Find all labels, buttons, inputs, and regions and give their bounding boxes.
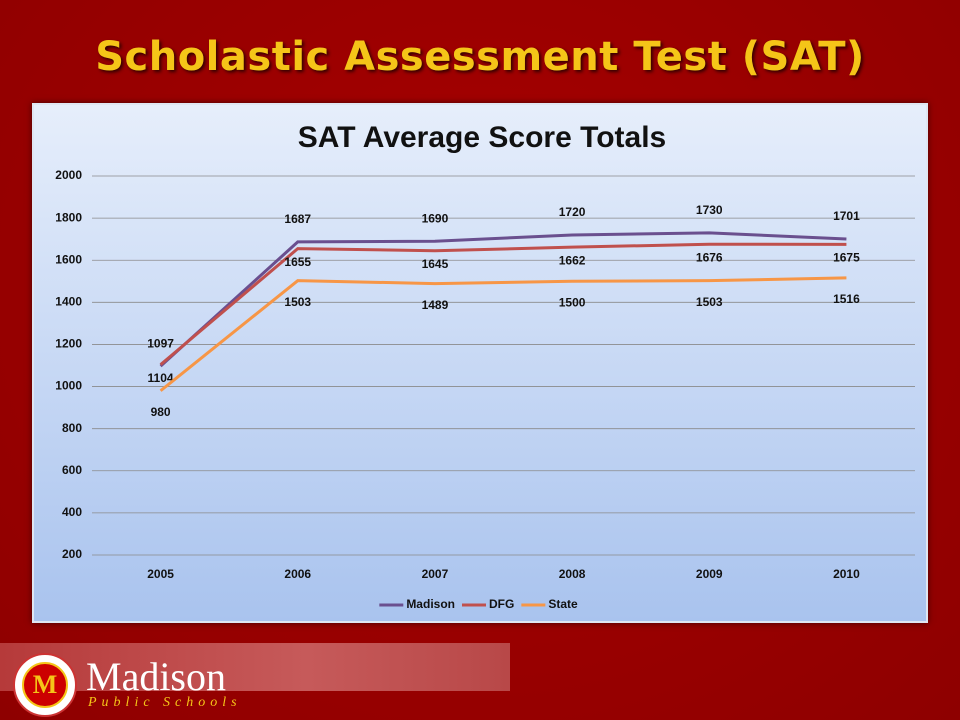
- data-label: 1687: [284, 212, 311, 226]
- series-line: [159, 276, 847, 392]
- x-tick-label: 2007: [422, 567, 449, 581]
- legend-label: Madison: [406, 597, 455, 611]
- data-label: 1690: [422, 211, 449, 225]
- chart-panel: SAT Average Score Totals 200 400 600 800 100…: [32, 103, 928, 623]
- legend-label: State: [548, 597, 578, 611]
- x-tick-label: 2008: [559, 567, 586, 581]
- chart-title: SAT Average Score Totals: [298, 121, 666, 154]
- y-tick-label: 1400: [55, 295, 82, 309]
- y-tick-label: 1600: [55, 252, 82, 266]
- data-label: 1104: [148, 371, 174, 385]
- x-tick-label: 2010: [833, 567, 860, 581]
- logo-band: [0, 643, 510, 691]
- y-tick-label: 2000: [55, 168, 82, 182]
- x-tick-label: 2005: [147, 567, 174, 581]
- y-tick-label: 400: [62, 505, 82, 519]
- y-tick-label: 200: [62, 547, 82, 561]
- series-line: [159, 231, 847, 368]
- x-tick-label: 2006: [284, 567, 311, 581]
- chart: SAT Average Score Totals 200 400 600 800 100…: [55, 121, 915, 611]
- data-label: 1503: [696, 295, 723, 309]
- x-tick-label: 2009: [696, 567, 723, 581]
- logo-letter: M: [33, 670, 58, 699]
- data-label: 1701: [833, 209, 860, 223]
- y-tick-label: 600: [62, 463, 82, 477]
- logo-seal: M: [13, 653, 77, 717]
- data-label: 980: [151, 405, 171, 419]
- slide-title: Scholastic Assessment Test (SAT): [95, 34, 865, 80]
- series-line: [159, 242, 847, 366]
- data-label: 1730: [696, 203, 723, 217]
- data-label: 1500: [559, 295, 586, 309]
- data-label: 1097: [147, 336, 174, 350]
- data-label: 1655: [284, 255, 311, 269]
- y-tick-label: 800: [62, 421, 82, 435]
- data-label: 1662: [559, 253, 586, 267]
- logo-name: Madison: [86, 654, 226, 699]
- data-label: 1516: [833, 292, 860, 306]
- legend-label: DFG: [489, 597, 514, 611]
- logo-tagline: Public Schools: [88, 695, 242, 710]
- y-tick-label: 1200: [55, 337, 82, 351]
- y-tick-label: 1000: [55, 379, 82, 393]
- data-label: 1720: [559, 205, 586, 219]
- y-tick-label: 1800: [55, 210, 82, 224]
- data-label: 1645: [422, 257, 449, 271]
- data-label: 1675: [833, 251, 860, 265]
- data-label: 1489: [422, 298, 449, 312]
- data-label: 1676: [696, 250, 723, 264]
- data-label: 1503: [284, 295, 311, 309]
